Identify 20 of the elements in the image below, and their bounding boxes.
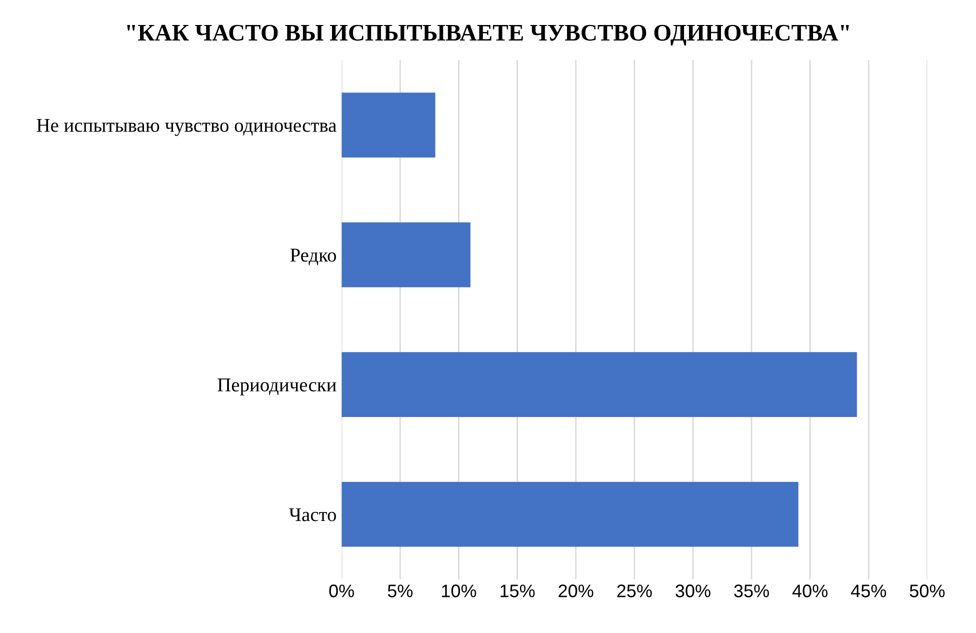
x-tick-label: 40% bbox=[792, 584, 828, 598]
x-tick-label: 20% bbox=[558, 584, 594, 598]
bar bbox=[342, 352, 857, 417]
bar bbox=[342, 482, 798, 547]
x-tick-label: 10% bbox=[442, 584, 476, 598]
bar bbox=[342, 92, 436, 158]
x-tick-label: 30% bbox=[676, 584, 710, 598]
y-tick-label: Не испытываю чувство одиночества bbox=[36, 119, 336, 136]
x-tick-label: 5% bbox=[388, 584, 413, 598]
x-tick-label: 15% bbox=[500, 584, 535, 598]
chart-title: "КАК ЧАСТО ВЫ ИСПЫТЫВАЕТЕ ЧУВСТВО ОДИНОЧЕСТВА" bbox=[127, 24, 849, 46]
x-tick-label: 25% bbox=[617, 584, 652, 598]
y-tick-label: Часто bbox=[289, 508, 336, 522]
y-tick-label: Периодически bbox=[218, 378, 336, 396]
x-tick-label: 45% bbox=[850, 584, 886, 598]
x-tick-label: 50% bbox=[910, 584, 945, 598]
bar bbox=[342, 222, 470, 288]
x-tick-label: 35% bbox=[734, 584, 769, 598]
x-tick-label: 0% bbox=[329, 584, 354, 598]
y-tick-label: Редко bbox=[290, 248, 336, 266]
